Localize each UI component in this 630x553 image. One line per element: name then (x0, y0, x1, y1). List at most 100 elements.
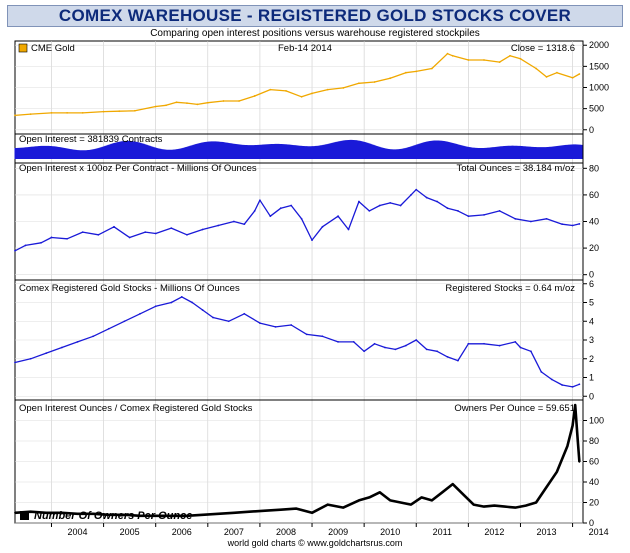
ratio-panel-title: Open Interest Ounces / Comex Registered … (19, 403, 253, 414)
data-point (483, 342, 485, 345)
y-tick-label: 60 (589, 190, 599, 200)
y-tick-label: 1500 (589, 61, 609, 71)
data-point (326, 503, 329, 506)
data-point (311, 511, 313, 514)
data-point (139, 312, 141, 315)
data-point (227, 320, 230, 323)
data-point (368, 496, 371, 499)
data-point (566, 445, 569, 448)
data-point (50, 111, 53, 114)
x-tick-label: 2004 (68, 527, 88, 537)
data-point (269, 88, 272, 91)
data-point (503, 505, 506, 508)
data-point (76, 340, 79, 343)
series-points (14, 404, 581, 517)
data-point (410, 194, 412, 196)
data-point (529, 220, 532, 223)
data-point (462, 493, 465, 496)
data-point (415, 188, 418, 191)
data-point (305, 333, 308, 336)
data-point (545, 486, 548, 489)
data-point (66, 237, 69, 240)
data-point (574, 404, 577, 407)
data-point (415, 70, 418, 73)
data-point (373, 342, 376, 345)
data-point (206, 101, 209, 104)
data-point (243, 312, 246, 315)
data-point (259, 322, 261, 325)
data-point (154, 105, 157, 108)
data-point (170, 514, 173, 517)
data-point (274, 325, 277, 328)
data-point (571, 385, 574, 388)
data-point (337, 340, 339, 343)
data-point (259, 199, 261, 202)
data-point (253, 95, 256, 97)
data-point (60, 346, 63, 349)
owners-legend: Number Of Owners Per Ounce (34, 510, 192, 522)
data-point (212, 316, 214, 319)
data-point (415, 339, 418, 341)
data-point (238, 100, 240, 102)
data-point (498, 344, 501, 347)
data-point (545, 76, 548, 78)
data-point (529, 350, 532, 353)
data-point (404, 71, 407, 74)
owners-legend-swatch (20, 511, 29, 520)
data-point (571, 424, 574, 427)
plot-frame (14, 40, 584, 524)
x-tick-label: 2005 (120, 527, 140, 537)
data-point (535, 501, 538, 504)
data-point (498, 61, 501, 64)
data-point (222, 100, 225, 102)
data-point (311, 92, 313, 95)
data-point (50, 236, 53, 239)
data-point (133, 109, 136, 112)
data-point (326, 88, 329, 91)
data-point (76, 512, 79, 515)
data-point (457, 359, 459, 362)
data-point (556, 470, 558, 473)
x-tick-label: 2011 (433, 527, 452, 537)
data-point (97, 233, 100, 236)
chart-subtitle: Comparing open interest positions versus… (150, 28, 480, 39)
close-label: Close = 1318.6 (511, 43, 575, 54)
series-points (14, 188, 581, 252)
data-point (389, 499, 392, 502)
y-tick-label: 2 (589, 354, 594, 364)
data-point (14, 361, 16, 364)
data-point (514, 506, 517, 509)
series-points (14, 295, 581, 388)
y-tick-label: 60 (589, 457, 599, 467)
data-point (519, 346, 522, 349)
data-point (29, 510, 32, 513)
open-interest-label: Open Interest = 381839 Contracts (19, 134, 163, 145)
data-point (342, 506, 345, 509)
data-point (165, 104, 168, 107)
data-point (154, 305, 157, 308)
data-point (201, 228, 204, 231)
data-point (285, 89, 287, 92)
data-point (347, 228, 350, 231)
data-point (352, 340, 355, 343)
data-point (81, 111, 84, 114)
data-point (363, 350, 366, 353)
y-tick-label: 0 (589, 391, 594, 401)
data-point (358, 82, 360, 85)
y-tick-label: 4 (589, 316, 594, 326)
data-point (175, 101, 178, 104)
data-point (451, 483, 454, 485)
data-point (420, 496, 423, 499)
data-point (446, 52, 449, 55)
y-tick-label: 40 (589, 477, 599, 487)
data-point (186, 233, 188, 236)
y-tick-label: 2000 (589, 40, 609, 50)
data-point (300, 95, 303, 98)
gold-legend-swatch (18, 43, 28, 53)
y-tick-label: 0 (589, 125, 594, 135)
y-tick-label: 5 (589, 298, 594, 308)
data-point (540, 370, 543, 373)
data-point (483, 213, 485, 216)
data-point (509, 54, 511, 57)
